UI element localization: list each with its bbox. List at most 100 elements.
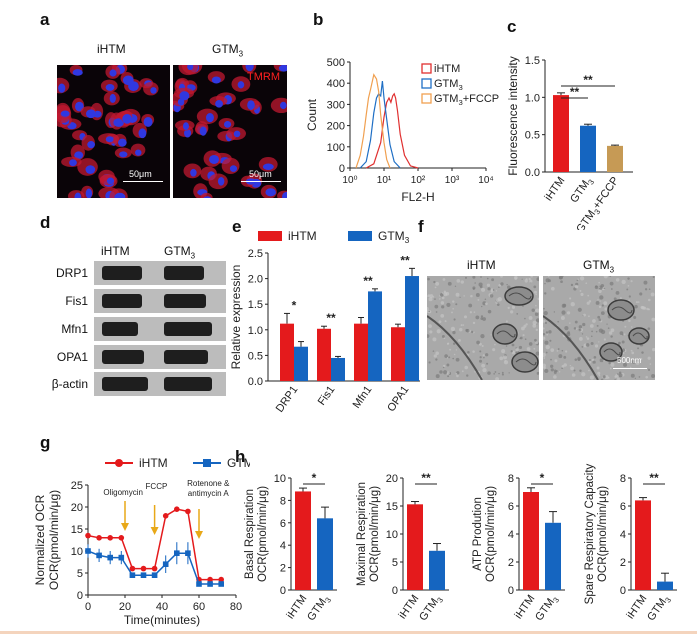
texture-grain — [427, 334, 430, 338]
data-point — [174, 506, 180, 512]
texture-grain — [543, 310, 548, 316]
x-tick-label: 10⁰ — [342, 175, 357, 186]
texture-grain — [447, 375, 450, 378]
texture-grain — [591, 330, 593, 333]
cell-nucleus — [184, 128, 192, 138]
cell-nucleus — [105, 83, 115, 91]
data-point — [85, 548, 91, 554]
panel-a-title-gtm: GTM3 — [212, 42, 244, 59]
texture-grain — [472, 321, 476, 325]
texture-grain — [439, 292, 444, 297]
y-tick-label: 4 — [508, 529, 514, 541]
y-tick-label: 1.0 — [248, 325, 263, 337]
y-axis-label: Relative expression — [229, 265, 243, 370]
texture-grain — [507, 306, 510, 310]
panel-a-title-ihtm: iHTM — [97, 42, 126, 56]
texture-grain — [609, 281, 614, 286]
cell-nucleus — [72, 69, 83, 76]
y-tick-label: 300 — [327, 99, 345, 111]
data-point — [196, 581, 202, 587]
texture-grain — [525, 278, 528, 281]
tem-image-ihtm — [427, 276, 539, 380]
texture-grain — [442, 278, 446, 281]
x-axis-label: FL2-H — [401, 190, 434, 204]
y-tick-label: 0 — [77, 590, 83, 602]
y-axis-label: OCR(pmol/min/μg) — [47, 490, 61, 590]
data-point — [162, 513, 169, 519]
blot-band — [164, 377, 212, 391]
legend-label: iHTM — [434, 63, 460, 75]
texture-grain — [535, 309, 537, 311]
texture-grain — [617, 377, 620, 380]
texture-grain — [557, 348, 560, 350]
texture-grain — [556, 350, 559, 352]
texture-grain — [439, 298, 441, 300]
texture-grain — [598, 318, 602, 322]
texture-grain — [428, 361, 431, 364]
tmrm-stain-label: TMRM — [247, 71, 280, 83]
texture-grain — [643, 280, 648, 285]
bar — [405, 276, 419, 381]
data-point — [107, 535, 113, 541]
texture-grain — [582, 322, 586, 327]
texture-grain — [479, 350, 482, 353]
y-tick-label: 0.5 — [248, 350, 263, 362]
texture-grain — [560, 315, 565, 320]
texture-grain — [622, 352, 625, 355]
y-tick-label: 0 — [620, 585, 626, 597]
texture-grain — [441, 296, 445, 300]
y-tick-label: 1.0 — [525, 92, 540, 104]
texture-grain — [581, 372, 586, 377]
texture-grain — [462, 324, 465, 326]
bar — [294, 346, 308, 381]
texture-grain — [524, 338, 527, 341]
texture-grain — [561, 349, 564, 352]
texture-grain — [467, 350, 470, 354]
scale-bar — [241, 181, 281, 182]
bar — [580, 125, 596, 172]
texture-grain — [441, 305, 445, 309]
texture-grain — [588, 359, 591, 362]
texture-grain — [533, 347, 536, 350]
blot-band — [164, 350, 208, 364]
injection-arrowhead — [121, 523, 129, 531]
texture-grain — [585, 343, 590, 347]
texture-grain — [591, 358, 595, 362]
texture-grain — [510, 310, 514, 314]
texture-grain — [494, 343, 496, 346]
texture-grain — [578, 328, 582, 332]
panel-label-h: h — [235, 447, 246, 466]
texture-grain — [532, 324, 537, 328]
membrane — [543, 315, 599, 380]
texture-grain — [637, 347, 640, 350]
texture-grain — [495, 290, 498, 292]
bar — [523, 492, 539, 590]
texture-grain — [443, 292, 448, 297]
cell-nucleus — [85, 188, 93, 198]
texture-grain — [498, 286, 500, 288]
cell-nucleus — [105, 136, 114, 143]
texture-grain — [604, 375, 609, 380]
legend-label: GTM3 — [378, 229, 410, 245]
sig-label: ** — [421, 471, 431, 485]
cell-nucleus — [265, 188, 276, 197]
blot-band — [164, 294, 206, 308]
texture-grain — [650, 292, 655, 297]
cell-nucleus — [135, 149, 142, 156]
scale-bar-label: 50μm — [249, 169, 272, 179]
legend-swatch — [421, 78, 432, 89]
texture-grain — [543, 333, 546, 336]
texture-grain — [481, 344, 484, 347]
texture-grain — [641, 305, 645, 310]
texture-grain — [485, 353, 489, 357]
texture-grain — [535, 341, 539, 345]
texture-grain — [603, 301, 608, 306]
cell-nucleus — [190, 168, 197, 177]
texture-grain — [481, 287, 486, 292]
texture-grain — [558, 354, 563, 359]
texture-grain — [569, 364, 572, 367]
legend-swatch — [421, 63, 432, 74]
x-tick-label: DRP1 — [274, 384, 301, 415]
texture-grain — [634, 377, 637, 380]
texture-grain — [427, 307, 429, 311]
